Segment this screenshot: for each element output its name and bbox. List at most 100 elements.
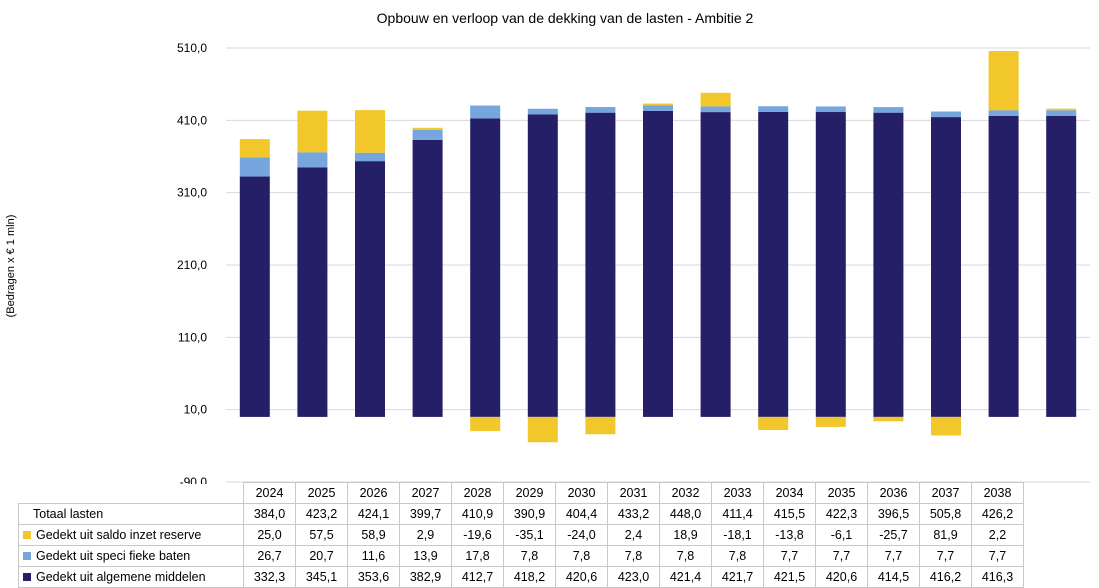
table-cell: 81,9	[919, 524, 972, 546]
bar-segment-specifieke-baten-2030	[585, 107, 616, 113]
bar-segment-algemene-middelen-2025	[297, 167, 328, 417]
table-row-years: 2024 2025 2026 2027 2028 2029 2030 2031 2032 2033…	[19, 482, 1024, 504]
table-cell: 384,0	[243, 503, 296, 525]
year-header: 2038	[971, 482, 1024, 504]
bar-segment-saldo-reserve-2034	[815, 416, 846, 427]
bar-segment-saldo-reserve-2030	[585, 416, 616, 435]
y-tick-label: -90,0	[180, 475, 208, 484]
year-header: 2035	[815, 482, 868, 504]
bar-segment-algemene-middelen-2028	[470, 118, 501, 417]
table-cell: 396,5	[867, 503, 920, 525]
bar-segment-algemene-middelen-2034	[815, 112, 846, 417]
year-header: 2034	[763, 482, 816, 504]
bar-segment-saldo-reserve-2031	[643, 103, 673, 106]
table-cell: 426,2	[971, 503, 1024, 525]
table-cell: 7,8	[659, 545, 712, 567]
y-axis-ticks: -90,0 10,0 110,0 210,0 310,0 410,0 510,0	[177, 41, 207, 484]
bar-segment-saldo-reserve-2026	[355, 110, 385, 153]
table-cell: 25,0	[243, 524, 296, 546]
y-tick-label: 510,0	[177, 41, 207, 55]
year-header: 2032	[659, 482, 712, 504]
table-cell: 420,6	[815, 566, 868, 588]
year-header: 2030	[555, 482, 608, 504]
bar-segment-algemene-middelen-2029	[527, 114, 558, 417]
table-cell: 404,4	[555, 503, 608, 525]
table-cell: 390,9	[503, 503, 556, 525]
bar-segment-algemene-middelen-2037	[988, 115, 1019, 417]
bar-segment-algemene-middelen-2027	[412, 139, 443, 417]
table-row-saldo-reserve: Gedekt uit saldo inzet reserve 25,0 57,5 58…	[18, 524, 1024, 546]
table-row-algemene-middelen: Gedekt uit algemene middelen 332,3 345,1 35…	[18, 566, 1024, 588]
table-cell: 448,0	[659, 503, 712, 525]
table-cell: 410,9	[451, 503, 504, 525]
year-header: 2026	[347, 482, 400, 504]
table-cell: 2,4	[607, 524, 660, 546]
y-tick-label: 410,0	[177, 113, 207, 127]
year-header: 2033	[711, 482, 764, 504]
bar-segment-saldo-reserve-2035	[873, 416, 904, 422]
bar-segment-algemene-middelen-2026	[355, 161, 385, 417]
bar-segment-algemene-middelen-2035	[873, 112, 904, 417]
stacked-bar-chart: Opbouw en verloop van de dekking van de …	[5, 10, 1090, 484]
bar-segment-specifieke-baten-2036	[931, 111, 961, 118]
table-cell: 422,3	[815, 503, 868, 525]
table-cell: 345,1	[295, 566, 348, 588]
bar-segment-specifieke-baten-2034	[815, 106, 846, 113]
table-cell: 7,8	[555, 545, 608, 567]
bar-segment-specifieke-baten-2027	[412, 129, 443, 140]
year-header: 2036	[867, 482, 920, 504]
row-label: Totaal lasten	[18, 503, 244, 525]
row-label: Gedekt uit speci fieke baten	[18, 545, 244, 567]
table-cell: 332,3	[243, 566, 296, 588]
bar-segment-specifieke-baten-2024	[239, 157, 270, 177]
table-cell: 7,8	[711, 545, 764, 567]
table-cell: 7,8	[607, 545, 660, 567]
bars	[239, 51, 1077, 443]
table-cell: 7,7	[867, 545, 920, 567]
table-cell: 415,5	[763, 503, 816, 525]
table-cell: -6,1	[815, 524, 868, 546]
table-cell: 382,9	[399, 566, 452, 588]
table-cell: -25,7	[867, 524, 920, 546]
bar-segment-saldo-reserve-2033	[758, 416, 789, 430]
table-cell: 7,7	[815, 545, 868, 567]
bar-segment-saldo-reserve-2038	[1046, 108, 1077, 111]
row-label: Gedekt uit saldo inzet reserve	[18, 524, 244, 546]
y-tick-label: 110,0	[178, 330, 207, 344]
year-header: 2031	[607, 482, 660, 504]
legend-key	[23, 552, 31, 560]
table-cell: 416,2	[919, 566, 972, 588]
table-cell: -19,6	[451, 524, 504, 546]
bar-segment-saldo-reserve-2029	[527, 416, 558, 443]
bar-segment-specifieke-baten-2026	[355, 152, 385, 162]
table-row-totaal-lasten: Totaal lasten 384,0 423,2 424,1 399,7 410,9 39…	[18, 503, 1024, 525]
bar-segment-algemene-middelen-2033	[758, 111, 789, 417]
chart-title: Opbouw en verloop van de dekking van de …	[377, 10, 754, 26]
bar-segment-algemene-middelen-2030	[585, 112, 616, 417]
bar-segment-specifieke-baten-2028	[470, 105, 501, 119]
bar-segment-algemene-middelen-2024	[239, 176, 270, 417]
bar-segment-specifieke-baten-2031	[643, 105, 673, 111]
table-cell: 17,8	[451, 545, 504, 567]
table-cell: -35,1	[503, 524, 556, 546]
table-cell: 18,9	[659, 524, 712, 546]
table-cell: 7,7	[971, 545, 1024, 567]
table-cell: 58,9	[347, 524, 400, 546]
bar-segment-saldo-reserve-2027	[412, 127, 443, 130]
bar-segment-specifieke-baten-2035	[873, 107, 904, 113]
table-cell: 433,2	[607, 503, 660, 525]
table-cell: 13,9	[399, 545, 452, 567]
bar-segment-saldo-reserve-2024	[239, 139, 270, 158]
bar-segment-saldo-reserve-2037	[988, 51, 1019, 111]
table-cell: 11,6	[347, 545, 400, 567]
table-cell: 420,6	[555, 566, 608, 588]
table-corner	[19, 483, 244, 504]
row-label-text: Gedekt uit algemene middelen	[36, 570, 206, 584]
bar-segment-specifieke-baten-2038	[1046, 110, 1077, 116]
bar-segment-algemene-middelen-2038	[1046, 115, 1077, 417]
bar-segment-algemene-middelen-2031	[643, 110, 673, 417]
table-cell: 505,8	[919, 503, 972, 525]
table-cell: -18,1	[711, 524, 764, 546]
table-row-specifieke-baten: Gedekt uit speci fieke baten 26,7 20,7 11,6…	[18, 545, 1024, 567]
table-cell: 7,7	[763, 545, 816, 567]
